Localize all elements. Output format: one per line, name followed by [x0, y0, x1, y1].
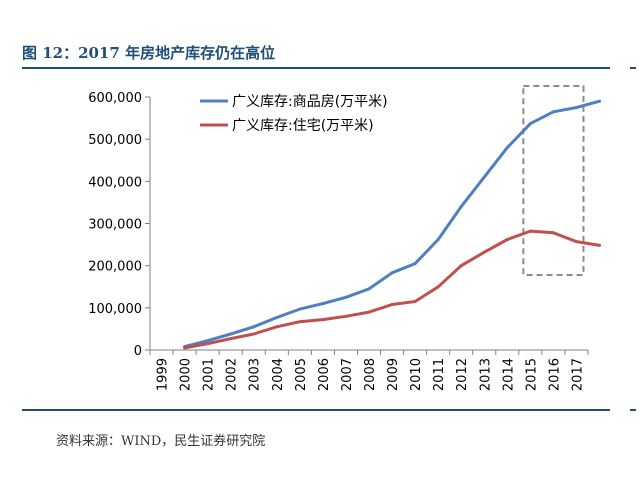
x-tick-label: 2013 — [478, 358, 493, 391]
data-point — [321, 318, 325, 322]
y-tick-label: 400,000 — [88, 175, 142, 190]
highlight-box — [522, 85, 585, 276]
caption-rule — [22, 67, 610, 69]
data-point — [206, 342, 210, 346]
x-tick-label: 2015 — [524, 358, 539, 391]
data-point — [390, 302, 394, 306]
x-tick-label: 2001 — [202, 358, 217, 391]
x-tick-label: 2002 — [225, 358, 240, 391]
data-point — [298, 307, 302, 311]
y-tick-label: 100,000 — [88, 302, 142, 317]
data-point — [252, 332, 256, 336]
x-tick-label: 2005 — [294, 358, 309, 391]
data-point — [229, 337, 233, 341]
source-note: 资料来源：WIND，民生证券研究院 — [56, 434, 266, 449]
data-point — [505, 238, 509, 242]
data-point — [551, 110, 555, 114]
data-point — [413, 300, 417, 304]
legend: 广义库存:商品房(万平米) 广义库存:住宅(万平米) — [200, 94, 388, 134]
data-point — [344, 314, 348, 318]
data-point — [298, 320, 302, 324]
rule-edge-mark-top — [630, 67, 636, 69]
data-point — [505, 146, 509, 150]
x-tick-label: 2003 — [248, 358, 263, 391]
x-tick-label: 2016 — [547, 358, 562, 391]
data-point — [252, 325, 256, 329]
x-tick-label: 2008 — [363, 358, 378, 391]
x-tick-label: 2010 — [409, 358, 424, 391]
x-tick-label: 1999 — [156, 358, 171, 391]
data-point — [598, 99, 602, 103]
data-point — [390, 271, 394, 275]
data-point — [436, 285, 440, 289]
y-tick-label: 500,000 — [88, 133, 142, 148]
data-point — [413, 262, 417, 266]
x-tick-label: 2011 — [432, 358, 447, 391]
x-tick-label: 2000 — [179, 358, 194, 391]
data-point — [482, 175, 486, 179]
data-point — [183, 346, 187, 350]
data-point — [528, 122, 532, 126]
x-tick-label: 2006 — [317, 358, 332, 391]
data-point — [528, 229, 532, 233]
data-point — [206, 339, 210, 343]
series-layer — [183, 99, 602, 350]
data-point — [598, 243, 602, 247]
data-point — [482, 250, 486, 254]
data-point — [367, 287, 371, 291]
data-point — [459, 205, 463, 209]
data-point — [551, 231, 555, 235]
data-point — [321, 302, 325, 306]
data-point — [344, 295, 348, 299]
legend-label-1: 广义库存:商品房(万平米) — [232, 94, 388, 110]
legend-label-2: 广义库存:住宅(万平米) — [232, 118, 374, 134]
data-point — [229, 332, 233, 336]
series-line-1 — [184, 99, 600, 349]
x-tick-label: 2017 — [570, 358, 585, 391]
data-point — [275, 325, 279, 329]
x-tick-label: 2014 — [501, 358, 516, 391]
figure-caption: 图 12：2017 年房地产库存仍在高位 — [22, 44, 276, 62]
data-point — [436, 238, 440, 242]
x-tick-label: 2009 — [386, 358, 401, 391]
y-tick-label: 600,000 — [88, 91, 142, 106]
source-rule — [22, 409, 610, 411]
x-tick-label: 2004 — [271, 358, 286, 391]
data-point — [574, 240, 578, 244]
x-axis-ticks: 1999 2000 2001 2002 2003 2004 2005 2006 2007 2008… — [149, 350, 589, 391]
rule-edge-mark-bottom — [630, 409, 636, 411]
data-point — [459, 264, 463, 268]
y-tick-label: 200,000 — [88, 260, 142, 275]
y-axis-ticks: 0 100,000 200,000 300,000 400,000 500,000 600,… — [88, 91, 150, 359]
x-tick-label: 2007 — [340, 358, 355, 391]
y-tick-label: 300,000 — [88, 218, 142, 233]
y-tick-label: 0 — [134, 344, 142, 359]
data-point — [574, 106, 578, 110]
data-point — [367, 310, 371, 314]
x-tick-label: 2012 — [455, 358, 470, 391]
data-point — [275, 316, 279, 320]
